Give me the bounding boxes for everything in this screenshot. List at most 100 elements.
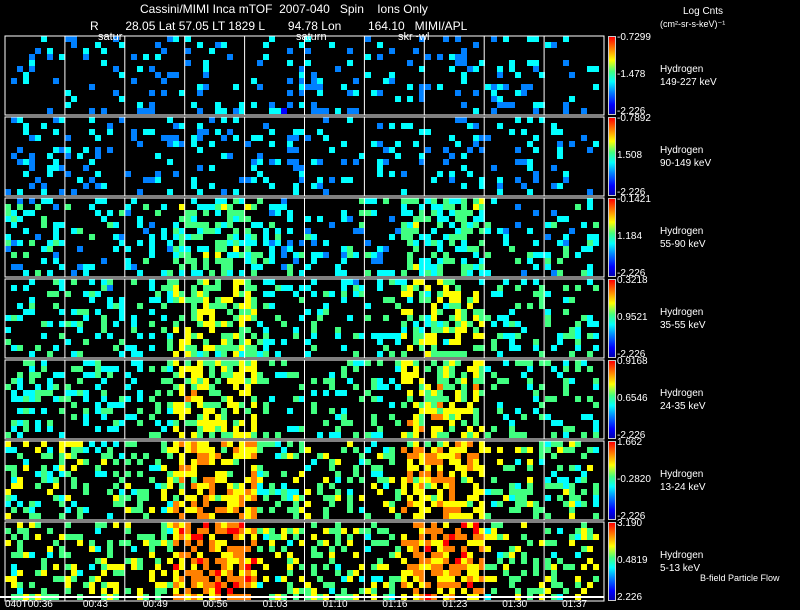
heatmap-cell <box>299 84 305 90</box>
heatmap-cell <box>179 366 185 372</box>
heatmap-cell <box>407 360 413 366</box>
heatmap-cell <box>227 471 233 477</box>
heatmap-cell <box>179 228 185 234</box>
heatmap-cell <box>419 210 425 216</box>
heatmap-cell <box>371 90 377 96</box>
heatmap-cell <box>101 453 107 459</box>
heatmap-cell <box>305 489 311 495</box>
heatmap-cell <box>197 234 203 240</box>
heatmap-cell <box>101 522 107 528</box>
heatmap-cell <box>47 546 53 552</box>
heatmap-cell <box>203 384 209 390</box>
heatmap-cell <box>533 66 539 72</box>
heatmap-cell <box>233 384 239 390</box>
heatmap-cell <box>293 159 299 165</box>
heatmap-cell <box>563 234 569 240</box>
heatmap-cell <box>533 147 539 153</box>
heatmap-cell <box>365 528 371 534</box>
heatmap-cell <box>263 408 269 414</box>
heatmap-cell <box>317 129 323 135</box>
heatmap-cell <box>389 414 395 420</box>
heatmap-cell <box>515 177 521 183</box>
heatmap-cell <box>461 315 467 321</box>
heatmap-cell <box>293 588 299 594</box>
heatmap-cell <box>425 198 431 204</box>
heatmap-cell <box>575 204 581 210</box>
heatmap-cell <box>209 408 215 414</box>
heatmap-cell <box>221 408 227 414</box>
heatmap-cell <box>299 252 305 258</box>
heatmap-cell <box>149 309 155 315</box>
heatmap-cell <box>221 303 227 309</box>
heatmap-cell <box>527 447 533 453</box>
heatmap-cell <box>197 513 203 519</box>
heatmap-cell <box>287 558 293 564</box>
heatmap-cell <box>257 447 263 453</box>
heatmap-cell <box>263 240 269 246</box>
heatmap-cell <box>491 501 497 507</box>
heatmap-cell <box>551 366 557 372</box>
heatmap-cell <box>59 501 65 507</box>
heatmap-cell <box>443 327 449 333</box>
species-label: Hydrogen <box>660 225 704 237</box>
heatmap-cell <box>209 48 215 54</box>
heatmap-cell <box>233 552 239 558</box>
heatmap-cell <box>23 426 29 432</box>
heatmap-cell <box>533 240 539 246</box>
heatmap-cell <box>413 402 419 408</box>
heatmap-cell <box>377 141 383 147</box>
heatmap-cell <box>431 270 437 276</box>
heatmap-cell <box>437 465 443 471</box>
heatmap-cell <box>437 366 443 372</box>
heatmap-cell <box>83 390 89 396</box>
heatmap-cell <box>221 522 227 528</box>
heatmap-cell <box>377 351 383 357</box>
heatmap-cell <box>287 90 293 96</box>
heatmap-cell <box>281 204 287 210</box>
heatmap-cell <box>245 141 251 147</box>
heatmap-cell <box>287 540 293 546</box>
heatmap-cell <box>461 471 467 477</box>
heatmap-cell <box>401 540 407 546</box>
heatmap-cell <box>413 339 419 345</box>
heatmap-cell <box>551 165 557 171</box>
heatmap-cell <box>413 564 419 570</box>
heatmap-cell <box>269 303 275 309</box>
heatmap-cell <box>431 321 437 327</box>
heatmap-cell <box>371 258 377 264</box>
heatmap-cell <box>419 447 425 453</box>
heatmap-cell <box>17 315 23 321</box>
heatmap-cell <box>473 291 479 297</box>
heatmap-cell <box>437 528 443 534</box>
heatmap-cell <box>479 390 485 396</box>
heatmap-cell <box>71 447 77 453</box>
heatmap-cell <box>377 489 383 495</box>
heatmap-cell <box>347 216 353 222</box>
heatmap-cell <box>527 303 533 309</box>
heatmap-cell <box>203 495 209 501</box>
heatmap-cell <box>197 147 203 153</box>
heatmap-cell <box>47 384 53 390</box>
heatmap-cell <box>119 117 125 123</box>
heatmap-cell <box>209 360 215 366</box>
heatmap-cell <box>251 333 257 339</box>
heatmap-cell <box>371 378 377 384</box>
heatmap-cell <box>473 420 479 426</box>
heatmap-cell <box>11 447 17 453</box>
heatmap-cell <box>455 582 461 588</box>
heatmap-cell <box>407 465 413 471</box>
heatmap-cell <box>125 540 131 546</box>
heatmap-cell <box>401 279 407 285</box>
heatmap-cell <box>317 108 323 114</box>
heatmap-cell <box>557 420 563 426</box>
heatmap-cell <box>425 465 431 471</box>
heatmap-cell <box>233 228 239 234</box>
heatmap-cell <box>233 291 239 297</box>
heatmap-cell <box>23 210 29 216</box>
heatmap-cell <box>65 471 71 477</box>
heatmap-cell <box>227 222 233 228</box>
heatmap-cell <box>317 216 323 222</box>
heatmap-cell <box>131 414 137 420</box>
heatmap-cell <box>359 291 365 297</box>
heatmap-cell <box>515 147 521 153</box>
